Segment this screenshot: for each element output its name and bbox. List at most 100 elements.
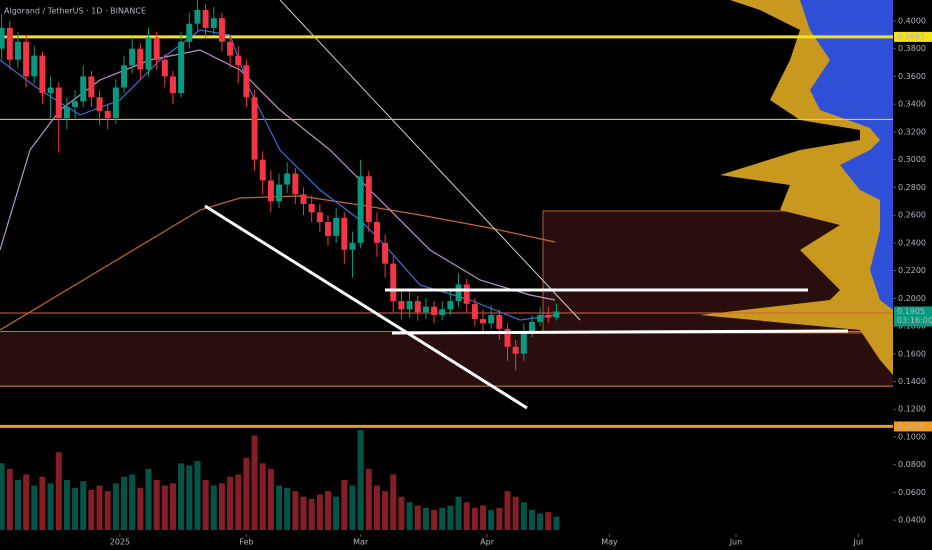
candle-body — [129, 48, 136, 66]
candle-body — [235, 55, 242, 66]
volume-bar — [512, 496, 519, 530]
volume-bar — [39, 476, 46, 530]
volume-bar — [528, 510, 535, 530]
candle-body — [218, 18, 225, 42]
price-label: 0.1905 — [897, 307, 925, 316]
volume-bar — [553, 516, 560, 530]
volume-bar — [112, 483, 119, 530]
candle-body — [112, 87, 119, 119]
candle-body — [414, 301, 421, 313]
ma-200 — [0, 195, 556, 331]
volume-bar — [431, 510, 438, 530]
volume-bar — [382, 491, 389, 530]
candle-body — [31, 55, 38, 77]
candle-body — [80, 76, 87, 102]
volume-bar — [537, 513, 544, 530]
candle-body — [96, 97, 103, 112]
volume-bar — [292, 491, 299, 530]
volume-bar — [121, 476, 128, 530]
volume-bar — [243, 457, 250, 530]
y-tick-label: 0.0400 — [898, 516, 926, 525]
y-tick-label: 0.3400 — [898, 100, 926, 109]
candle-body — [333, 217, 340, 236]
candle-body — [194, 9, 201, 24]
candle-body — [251, 97, 258, 160]
candle-body — [121, 65, 128, 88]
trend-line — [204, 204, 528, 410]
candle-body — [480, 319, 487, 324]
y-tick-label: 0.2800 — [898, 183, 926, 192]
candle-body — [0, 27, 5, 49]
candle-body — [365, 176, 372, 223]
candle-body — [324, 222, 331, 236]
candle-body — [300, 194, 307, 204]
y-tick-label: 0.1000 — [898, 432, 926, 441]
volume-bar — [439, 507, 446, 530]
candle-body — [504, 328, 511, 347]
candle-body — [341, 217, 348, 250]
candle-body — [259, 159, 266, 181]
x-tick-label: Apr — [480, 538, 495, 547]
candle-body — [390, 263, 397, 302]
candle-body — [276, 184, 283, 202]
y-tick-label: 0.4000 — [898, 16, 926, 25]
candle-body — [431, 306, 438, 315]
candle-body — [178, 41, 185, 94]
volume-profile-range — [800, 0, 893, 310]
candle-body — [520, 332, 527, 354]
trend-line — [279, 0, 581, 321]
x-tick-label: May — [601, 538, 618, 547]
candle-body — [169, 76, 176, 94]
volume-bar — [88, 490, 95, 530]
volume-bar — [31, 485, 38, 530]
volume-bar — [202, 480, 209, 530]
volume-bar — [349, 485, 356, 530]
candle-body — [47, 87, 54, 94]
volume-bar — [218, 483, 225, 530]
candle-body — [488, 314, 495, 324]
volume-bar — [520, 502, 527, 530]
candle-body — [39, 55, 46, 94]
price-label: 0.1076 — [897, 422, 925, 431]
volume-bar — [488, 510, 495, 530]
y-tick-label: 0.0600 — [898, 488, 926, 497]
volume-bar — [194, 461, 201, 530]
candle-body — [398, 301, 405, 310]
candle-body — [496, 314, 503, 329]
y-tick-label: 0.1400 — [898, 377, 926, 386]
volume-bar — [96, 485, 103, 530]
volume-bar — [55, 452, 62, 530]
volume-bar — [80, 481, 87, 530]
candle-body — [137, 48, 144, 70]
y-tick-label: 0.2000 — [898, 294, 926, 303]
volume-bar — [63, 480, 70, 530]
candle-body — [349, 242, 356, 250]
candle-body — [545, 314, 552, 318]
volume-bar — [300, 496, 307, 530]
candle-body — [316, 212, 323, 223]
y-tick-label: 0.3600 — [898, 72, 926, 81]
y-tick-label: 0.0800 — [898, 460, 926, 469]
y-tick-label: 0.3000 — [898, 155, 926, 164]
volume-bar — [414, 505, 421, 530]
y-tick-label: 0.2600 — [898, 211, 926, 220]
x-tick-label: Jun — [729, 538, 743, 547]
candle-body — [292, 173, 299, 195]
candle-body — [6, 27, 13, 60]
x-tick-label: Jul — [852, 538, 863, 547]
volume-bar — [365, 468, 372, 530]
candle-body — [227, 41, 234, 56]
volume-bar — [455, 496, 462, 530]
candle-body — [14, 41, 21, 60]
x-tick-label: 2025 — [110, 538, 130, 547]
candle-body — [284, 173, 291, 185]
candle-body — [553, 311, 560, 318]
volume-bar — [186, 465, 193, 530]
y-tick-label: 0.3800 — [898, 44, 926, 53]
volume-bar — [23, 474, 30, 530]
volume-bar — [137, 487, 144, 530]
volume-bar — [422, 507, 429, 530]
volume-bar — [210, 485, 217, 530]
candle-body — [422, 306, 429, 313]
